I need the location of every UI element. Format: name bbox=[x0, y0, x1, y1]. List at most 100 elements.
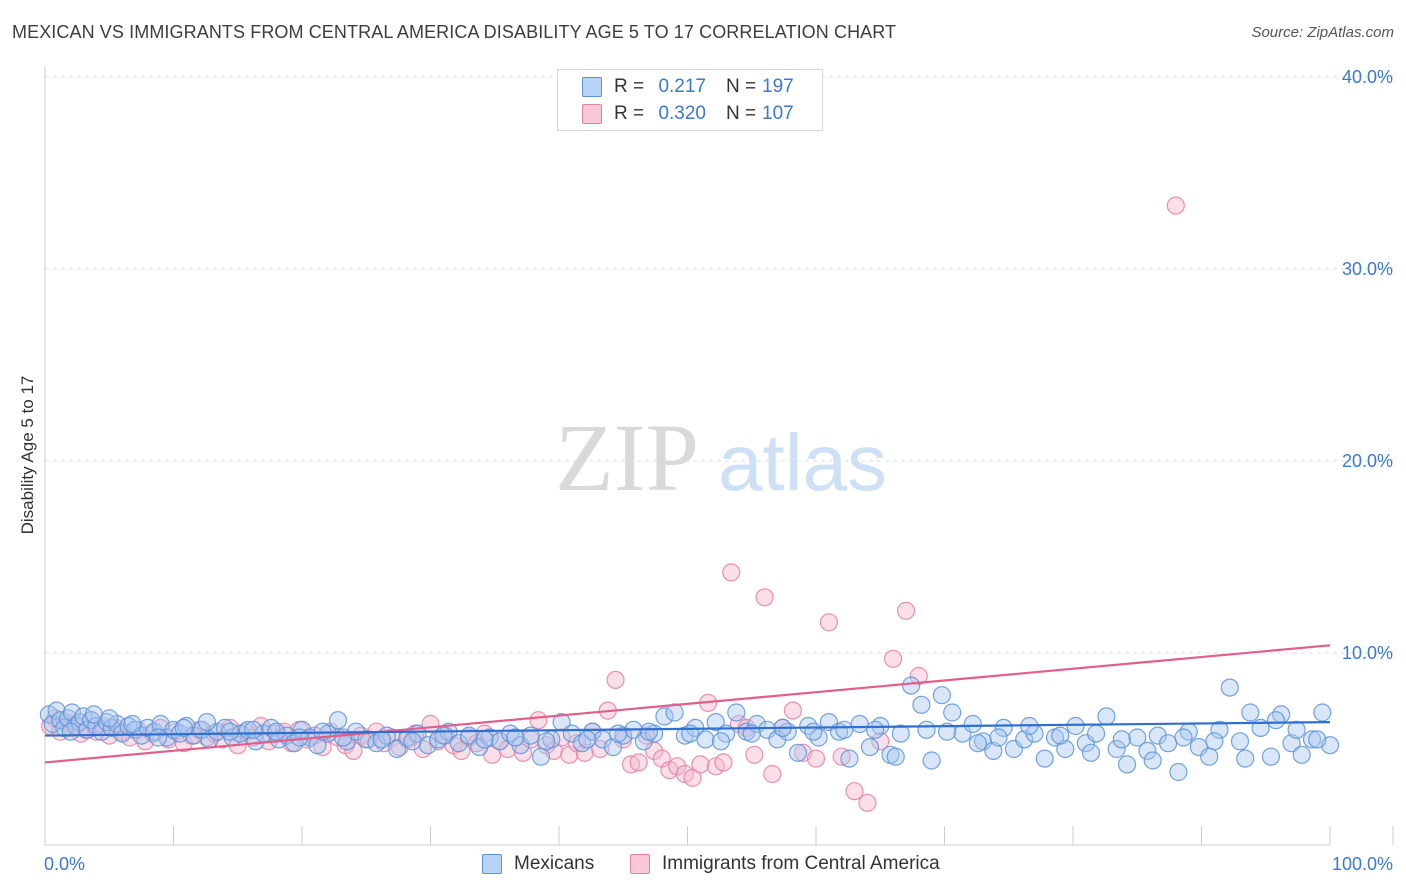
x-tick-label: 100.0% bbox=[1332, 854, 1393, 874]
point-mexicans bbox=[1097, 707, 1116, 726]
point-mexicans bbox=[1308, 730, 1327, 749]
point-mexicans bbox=[1148, 726, 1167, 745]
point-mexicans bbox=[1282, 734, 1301, 753]
point-mexicans bbox=[1056, 739, 1075, 759]
point-immigrants bbox=[668, 757, 687, 776]
gridlines bbox=[45, 76, 1393, 654]
point-mexicans bbox=[1261, 747, 1281, 766]
point-mexicans bbox=[989, 728, 1008, 747]
point-immigrants bbox=[819, 613, 839, 632]
point-mexicans bbox=[1230, 732, 1250, 751]
trend-immigrants bbox=[44, 644, 1331, 764]
point-immigrants bbox=[745, 745, 764, 764]
point-mexicans bbox=[62, 703, 82, 722]
point-mexicans bbox=[434, 726, 453, 745]
legend-n-value: 197 bbox=[762, 76, 794, 97]
point-mexicans bbox=[388, 739, 407, 759]
point-mexicans bbox=[1220, 678, 1239, 697]
point-mexicans bbox=[537, 732, 556, 751]
point-mexicans bbox=[1107, 739, 1126, 759]
point-immigrants bbox=[1166, 196, 1185, 215]
point-mexicans bbox=[994, 718, 1013, 738]
point-immigrants bbox=[755, 588, 774, 607]
point-mexicans bbox=[634, 732, 653, 751]
point-mexicans bbox=[197, 712, 216, 732]
point-mexicans bbox=[1292, 745, 1311, 764]
point-mexicans bbox=[655, 707, 674, 726]
point-mexicans bbox=[531, 747, 551, 766]
point-mexicans bbox=[742, 724, 761, 743]
point-mexicans bbox=[804, 722, 823, 741]
point-mexicans bbox=[696, 730, 715, 749]
series-mexicans-points bbox=[39, 676, 1340, 782]
point-mexicans bbox=[475, 730, 494, 749]
y-tick-label: 10.0% bbox=[1342, 643, 1393, 663]
point-mexicans bbox=[1051, 726, 1070, 745]
point-immigrants bbox=[845, 782, 864, 801]
point-immigrants bbox=[714, 753, 733, 772]
point-mexicans bbox=[963, 714, 982, 734]
legend-swatch-mexicans bbox=[482, 854, 502, 874]
trend-mexicans bbox=[44, 721, 1331, 737]
point-mexicans bbox=[1086, 724, 1106, 743]
point-mexicans bbox=[1174, 728, 1193, 747]
point-mexicans bbox=[1287, 720, 1306, 739]
point-mexicans bbox=[891, 724, 910, 743]
source-label: Source: ZipAtlas.com bbox=[1251, 24, 1394, 41]
point-mexicans bbox=[727, 703, 746, 722]
point-mexicans bbox=[1313, 703, 1332, 722]
point-mexicans bbox=[639, 722, 659, 741]
point-mexicans bbox=[968, 734, 988, 753]
point-mexicans bbox=[506, 728, 525, 747]
point-mexicans bbox=[1266, 711, 1286, 730]
legend-n-label: N = bbox=[726, 103, 757, 124]
point-mexicans bbox=[937, 722, 957, 741]
point-immigrants bbox=[629, 753, 648, 772]
tick-labels: 10.0% 20.0% 30.0% 40.0% 0.0% 100.0% bbox=[44, 67, 1393, 874]
point-immigrants bbox=[806, 749, 826, 768]
x-tick-label: 0.0% bbox=[44, 854, 85, 874]
watermark-zip: ZIP bbox=[555, 404, 699, 511]
point-mexicans bbox=[1236, 749, 1255, 768]
point-mexicans bbox=[1128, 728, 1147, 747]
point-mexicans bbox=[149, 728, 168, 747]
point-mexicans bbox=[61, 722, 80, 741]
point-mexicans bbox=[1081, 743, 1101, 762]
point-mexicans bbox=[1169, 762, 1188, 782]
point-mexicans bbox=[1117, 755, 1137, 774]
axes bbox=[44, 66, 1394, 846]
point-mexicans bbox=[799, 716, 818, 736]
point-mexicans bbox=[840, 749, 859, 768]
point-mexicans bbox=[943, 703, 962, 722]
point-mexicans bbox=[244, 720, 263, 739]
point-mexicans bbox=[1066, 716, 1085, 736]
point-mexicans bbox=[1158, 734, 1178, 753]
point-mexicans bbox=[932, 686, 952, 705]
legend-label-immigrants: Immigrants from Central America bbox=[662, 853, 940, 874]
y-tick-label: 40.0% bbox=[1342, 67, 1393, 87]
point-mexicans bbox=[912, 695, 931, 714]
point-mexicans bbox=[267, 722, 286, 741]
point-mexicans bbox=[449, 734, 468, 753]
point-mexicans bbox=[917, 720, 936, 739]
point-immigrants bbox=[567, 734, 587, 753]
point-mexicans bbox=[608, 724, 628, 743]
y-tick-label: 30.0% bbox=[1342, 259, 1393, 279]
point-immigrants bbox=[763, 764, 782, 784]
point-mexicans bbox=[886, 747, 905, 766]
y-tick-label: 20.0% bbox=[1342, 451, 1393, 471]
point-immigrants bbox=[783, 701, 803, 720]
series-legend: Mexicans Immigrants from Central America bbox=[0, 852, 1406, 878]
legend-n-label: N = bbox=[726, 76, 757, 97]
point-mexicans bbox=[1205, 732, 1224, 751]
legend-r-value: 0.320 bbox=[658, 103, 706, 124]
point-mexicans bbox=[680, 724, 700, 743]
watermark-atlas: atlas bbox=[718, 418, 887, 507]
point-mexicans bbox=[711, 732, 731, 751]
point-mexicans bbox=[1112, 730, 1131, 749]
point-immigrants bbox=[871, 732, 890, 751]
point-mexicans bbox=[788, 743, 808, 762]
point-mexicans bbox=[860, 737, 880, 757]
point-immigrants bbox=[344, 741, 363, 761]
